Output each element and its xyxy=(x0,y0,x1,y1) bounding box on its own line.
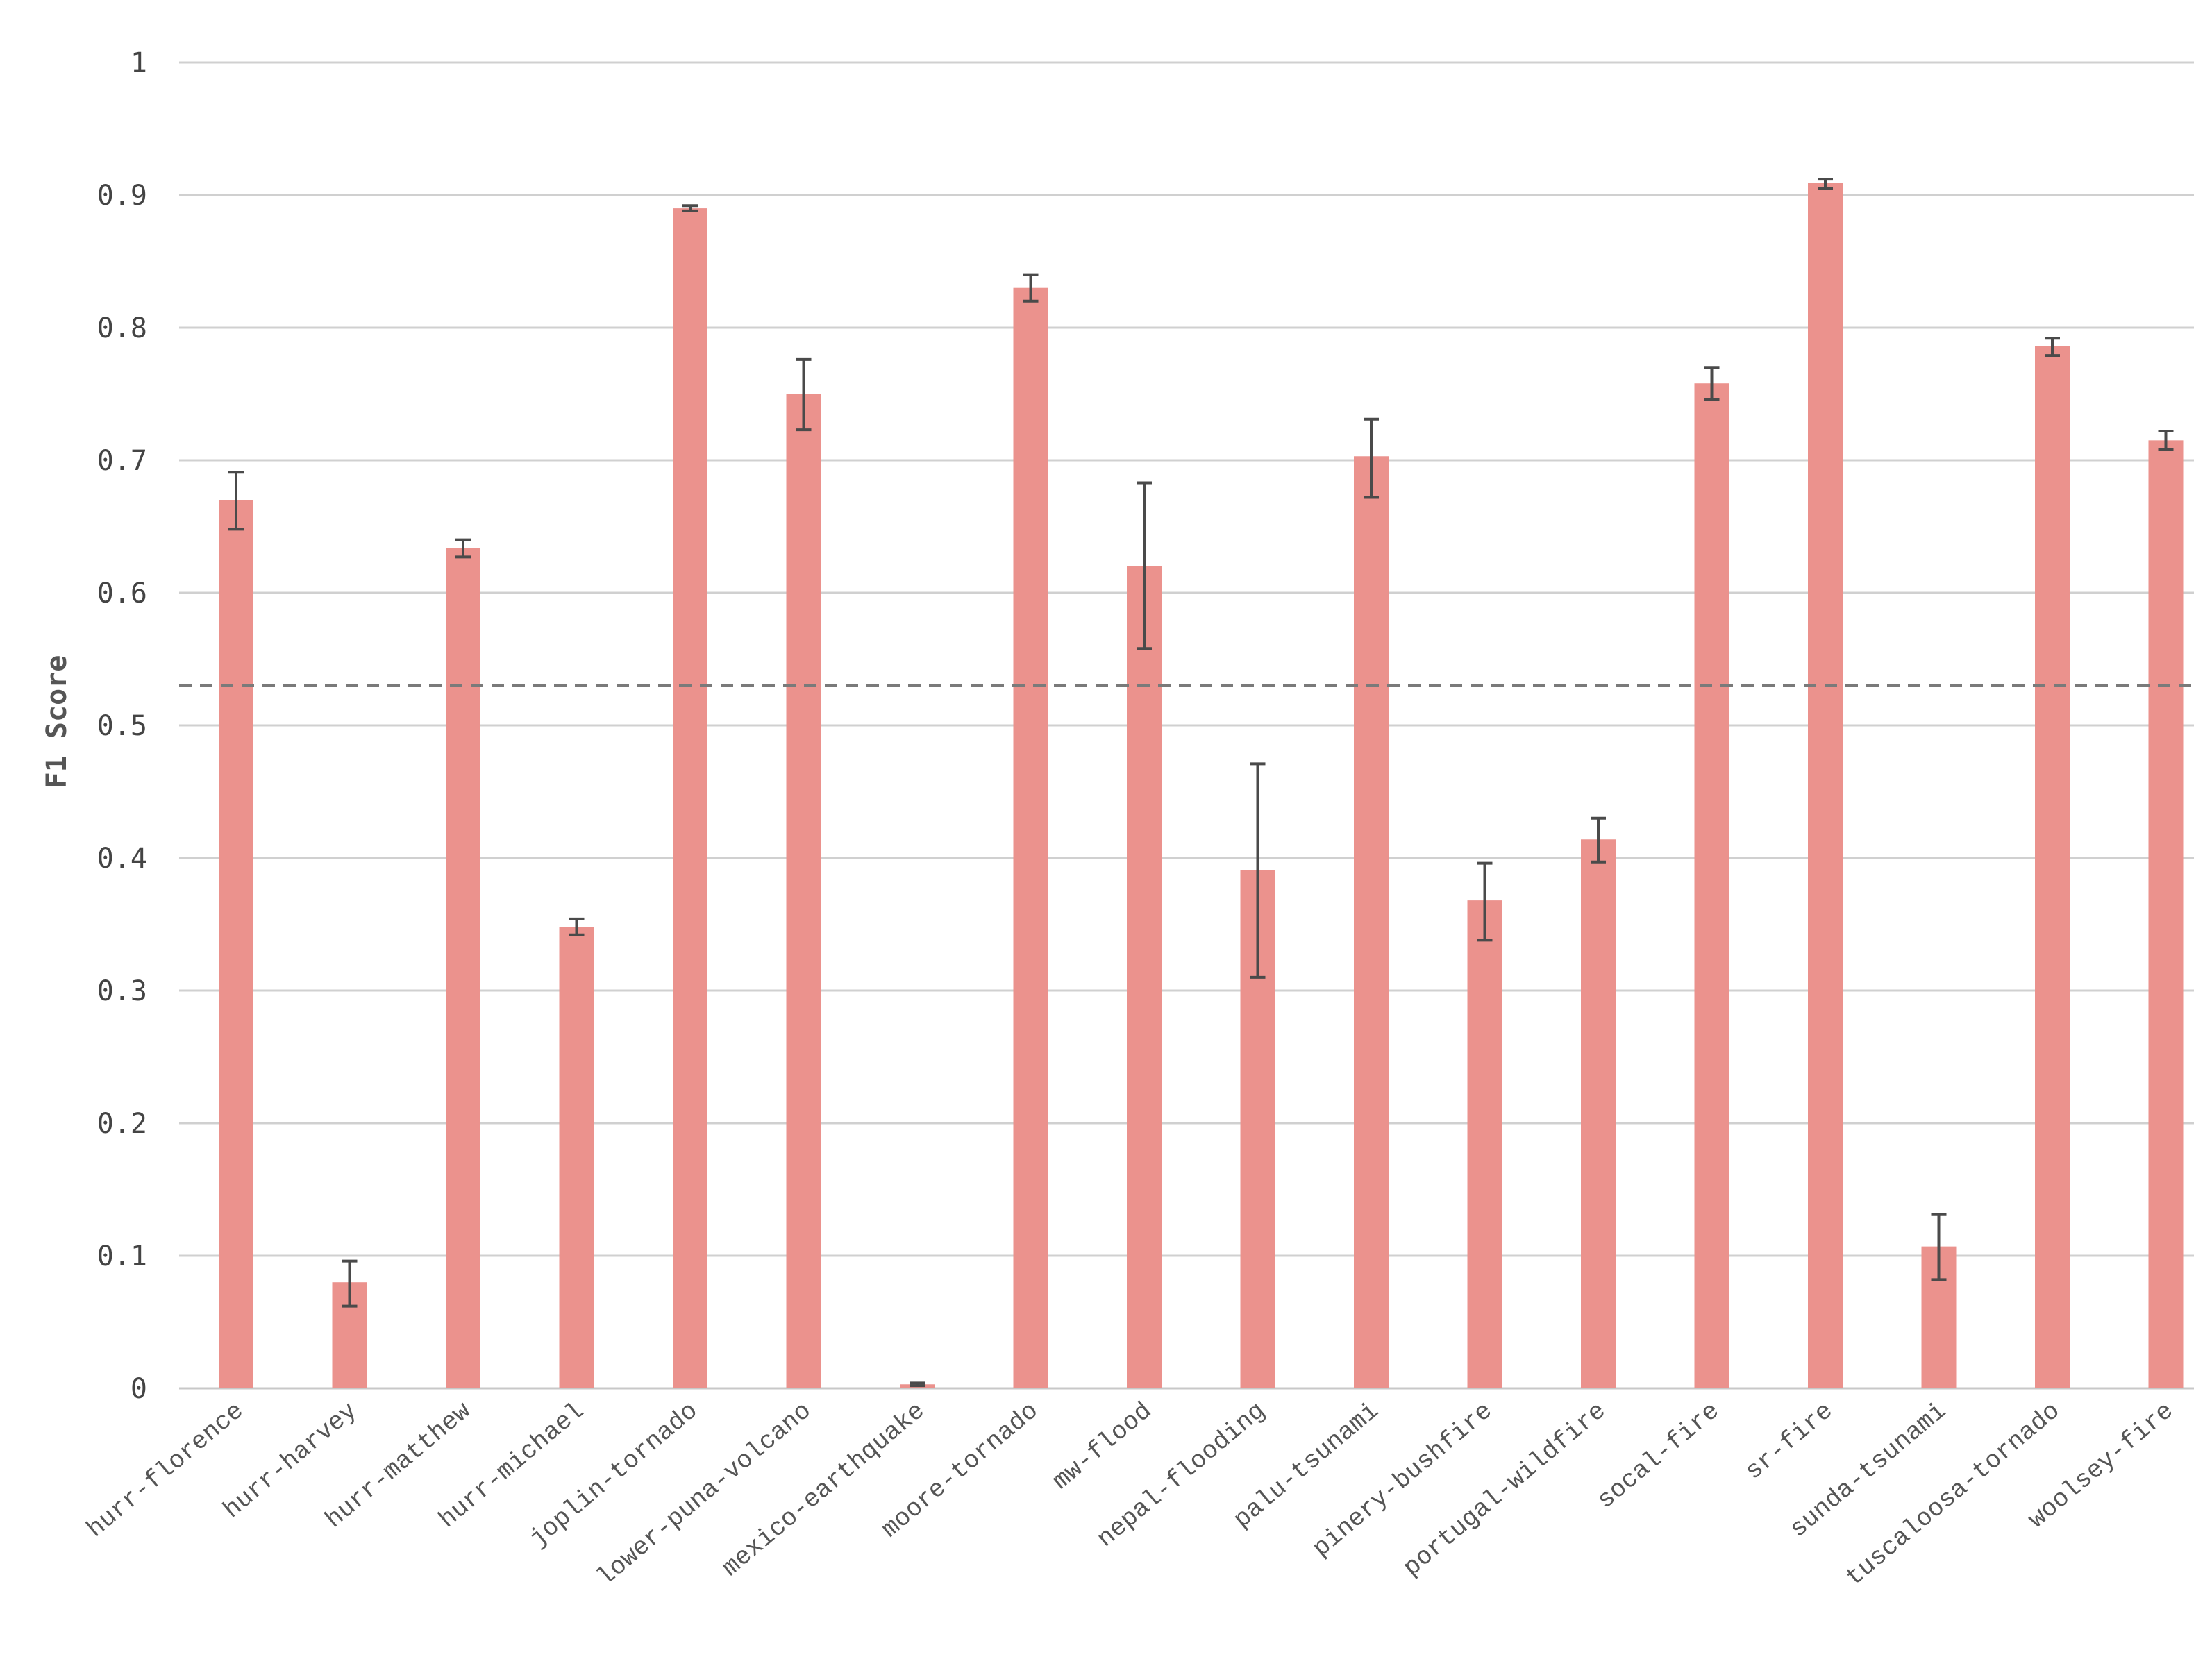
bar xyxy=(1013,287,1048,1389)
y-tick-label: 0.5 xyxy=(97,710,147,742)
bars xyxy=(219,183,2184,1389)
x-category-label: sr-fire xyxy=(1740,1397,1838,1486)
x-category-labels: hurr-florencehurr-harveyhurr-matthewhurr… xyxy=(82,1397,2179,1592)
y-tick-label: 0.4 xyxy=(97,843,147,875)
bar xyxy=(1127,566,1162,1388)
bar xyxy=(1581,839,1616,1388)
error-bar xyxy=(682,204,698,212)
x-category-label: lower-puna-volcano xyxy=(592,1397,816,1592)
x-category-label: mexico-earthquake xyxy=(717,1397,930,1582)
y-tick-label: 0.9 xyxy=(97,180,147,212)
bar xyxy=(1808,183,1843,1388)
bar xyxy=(446,548,480,1388)
error-bars xyxy=(228,178,2174,1388)
y-tick-label: 0.6 xyxy=(97,578,147,609)
bar xyxy=(2035,346,2070,1388)
x-category-label: socal-fire xyxy=(1592,1397,1725,1515)
bar xyxy=(786,394,821,1388)
error-bar xyxy=(1023,273,1039,303)
y-axis-title: F1 Score xyxy=(41,655,73,789)
error-bar xyxy=(796,357,812,432)
error-bar xyxy=(1704,366,1720,401)
error-bar xyxy=(910,1381,925,1388)
y-tick-label: 0.7 xyxy=(97,445,147,477)
error-bar xyxy=(1591,816,1606,864)
error-bar xyxy=(1818,178,1833,190)
error-bar xyxy=(1250,762,1266,979)
bar xyxy=(1354,456,1389,1388)
y-tick-labels: 0 0.1 0.2 0.3 0.4 0.5 0.6 0.7 0.8 0.9 1 xyxy=(97,47,147,1405)
error-bar xyxy=(569,917,585,936)
error-bar xyxy=(1931,1213,1947,1281)
bar xyxy=(559,927,594,1388)
bar xyxy=(1467,900,1502,1388)
y-tick-label: 0.2 xyxy=(97,1108,147,1140)
y-tick-label: 0 xyxy=(131,1373,147,1405)
x-category-label: tuscaloosa-tornado xyxy=(1841,1397,2066,1592)
error-bar xyxy=(1137,481,1152,650)
error-bar xyxy=(228,471,244,531)
error-bar xyxy=(1477,861,1493,942)
bar xyxy=(1694,383,1729,1388)
error-bar xyxy=(2045,337,2060,357)
y-tick-label: 0.1 xyxy=(97,1240,147,1272)
error-bar xyxy=(1364,417,1379,499)
x-category-label: mw-flood xyxy=(1047,1397,1157,1495)
gridlines xyxy=(179,61,2194,1390)
error-bar xyxy=(455,538,471,559)
error-bar xyxy=(2158,429,2174,451)
x-category-label: portugal-wildfire xyxy=(1398,1397,1611,1582)
bar xyxy=(219,500,253,1388)
bar xyxy=(673,208,707,1389)
y-tick-label: 0.3 xyxy=(97,975,147,1007)
y-tick-label: 0.8 xyxy=(97,312,147,344)
bar xyxy=(2148,440,2184,1388)
error-bar xyxy=(342,1259,358,1308)
y-tick-label: 1 xyxy=(131,47,147,79)
x-category-label: hurr-florence xyxy=(82,1397,250,1544)
